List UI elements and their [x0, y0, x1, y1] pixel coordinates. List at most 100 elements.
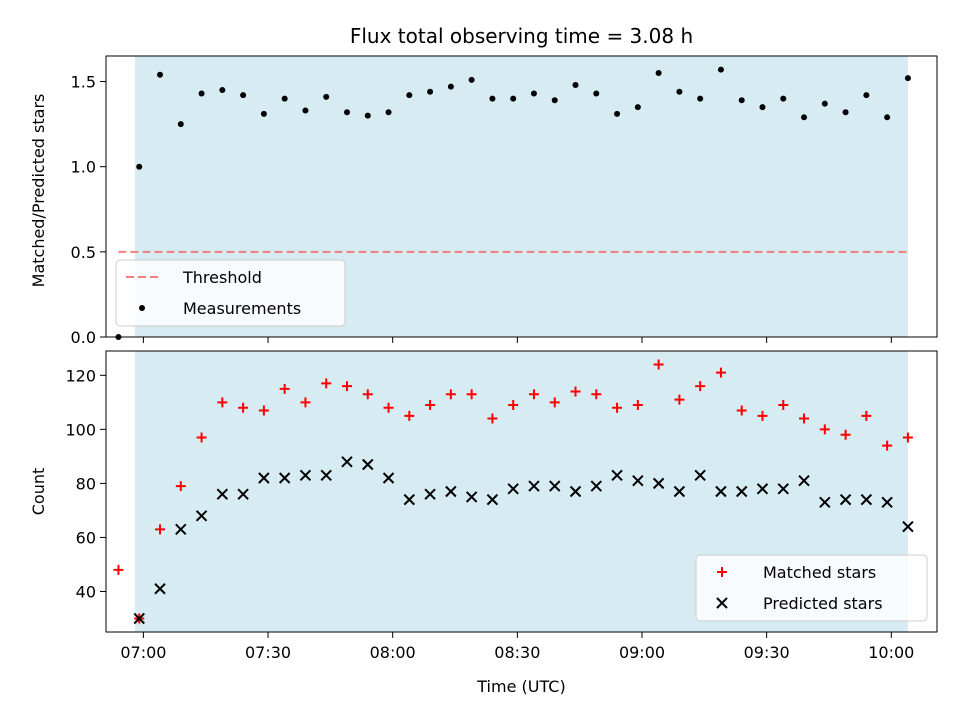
top-axes-frame: [105, 55, 938, 338]
matched-stars-point: [445, 389, 456, 400]
bottom-y-axis-label: Count: [29, 468, 48, 516]
measurement-point: [385, 109, 392, 116]
matched-stars-point: [799, 413, 810, 424]
measurement-point: [738, 97, 745, 104]
measurement-point: [323, 93, 330, 100]
predicted-stars-point: [486, 493, 499, 506]
measurement-point: [717, 66, 724, 73]
measurement-point: [614, 110, 621, 117]
legend-label: Matched stars: [763, 563, 876, 582]
measurement-point: [364, 112, 371, 119]
measurement-point: [406, 92, 413, 99]
y-tick-label: 60: [76, 528, 96, 547]
measurement-point: [759, 104, 766, 111]
predicted-stars-point: [216, 488, 229, 500]
bottom-panel: 40 60 80 100 120 07:00 07:30 08:00 08:30 09:00 09…: [29, 350, 938, 696]
measurement-point: [240, 92, 247, 99]
measurement-point: [572, 81, 579, 88]
matched-stars-point: [882, 440, 893, 451]
measurement-point: [842, 109, 849, 116]
matched-stars-point: [612, 402, 623, 413]
chart-title: Flux total observing time = 3.08 h: [350, 24, 693, 48]
top-panel: Flux total observing time = 3.08 h 0.00.…: [29, 24, 938, 347]
predicted-stars-point: [881, 496, 893, 509]
y-tick-label: 40: [76, 582, 96, 601]
top-x-axis-ticks: [142, 337, 892, 343]
predicted-stars-point: [819, 496, 831, 509]
matched-stars-point: [155, 524, 166, 535]
predicted-stars-point: [154, 583, 166, 595]
matched-stars-point: [736, 405, 747, 416]
measurement-point: [801, 114, 808, 121]
measurement-point: [468, 76, 475, 83]
legend-predicted-swatch: [716, 597, 728, 609]
matched-stars-point: [279, 383, 290, 394]
predicted-stars-point: [632, 474, 644, 487]
legend-measurement-swatch: [139, 305, 145, 311]
measurement-point: [260, 110, 267, 117]
matched-stars-point: [258, 405, 269, 416]
predicted-stars-point: [278, 472, 291, 484]
predicted-stars-point: [860, 493, 873, 506]
matched-stars-point: [757, 410, 768, 421]
predicted-stars-point: [549, 480, 561, 492]
matched-stars-point: [591, 389, 602, 400]
measurement-point: [302, 107, 309, 114]
matched-stars-point: [902, 432, 913, 443]
measurement-point: [593, 90, 600, 97]
measurement-point: [697, 95, 704, 102]
measurement-point: [510, 95, 517, 102]
predicted-stars-point: [611, 469, 623, 481]
matched-stars-point: [321, 378, 332, 389]
predicted-stars-point: [403, 493, 416, 506]
measurement-point: [780, 95, 787, 102]
predicted-stars-point: [569, 485, 582, 498]
measurement-point: [219, 87, 226, 94]
measurement-point: [655, 70, 662, 77]
matched-stars-point: [341, 381, 352, 392]
measurement-point: [821, 100, 828, 107]
legend-label: Measurements: [183, 299, 301, 318]
matched-stars-point: [217, 397, 228, 408]
predicted-stars-point: [175, 523, 187, 536]
predicted-stars-point: [507, 483, 519, 495]
predicted-stars-point: [652, 477, 665, 490]
measurement-point: [427, 88, 434, 95]
y-tick-label: 100: [65, 420, 96, 439]
predicted-stars-point: [902, 520, 914, 533]
matched-stars-point: [632, 400, 643, 411]
top-y-axis-label: Matched/Predicted stars: [29, 94, 48, 288]
matched-stars-point: [528, 389, 539, 400]
matched-stars-point: [695, 381, 706, 392]
measurement-point: [863, 92, 870, 99]
legend-label: Threshold: [182, 268, 262, 287]
matched-stars-point: [404, 410, 415, 421]
predicted-stars-point: [528, 480, 540, 492]
bottom-axes-frame: [105, 350, 938, 633]
predicted-stars-point: [258, 472, 270, 484]
predicted-stars-point: [736, 485, 748, 498]
predicted-stars-point: [715, 485, 727, 498]
predicted-stars-point: [237, 488, 249, 500]
predicted-stars-point: [133, 612, 145, 625]
predicted-stars-point: [341, 456, 353, 468]
measurement-point: [281, 95, 288, 102]
y-tick-label: 0.5: [71, 243, 96, 262]
y-tick-label: 80: [76, 474, 96, 493]
predicted-stars-point: [777, 483, 789, 495]
measurement-point: [157, 71, 164, 78]
measurement-point: [198, 90, 205, 97]
predicted-stars-point: [756, 483, 769, 495]
matched-stars-point: [653, 359, 664, 370]
measurement-point: [884, 114, 891, 121]
measurement-point: [177, 121, 184, 128]
predicted-stars-point: [195, 510, 208, 522]
measurement-point: [489, 95, 496, 102]
predicted-stars-point: [424, 488, 436, 500]
matched-stars-point: [549, 397, 560, 408]
matched-stars-point: [362, 389, 373, 400]
bottom-plot-marks: [113, 359, 914, 625]
measurement-point: [136, 163, 143, 170]
measurement-point: [634, 104, 641, 111]
